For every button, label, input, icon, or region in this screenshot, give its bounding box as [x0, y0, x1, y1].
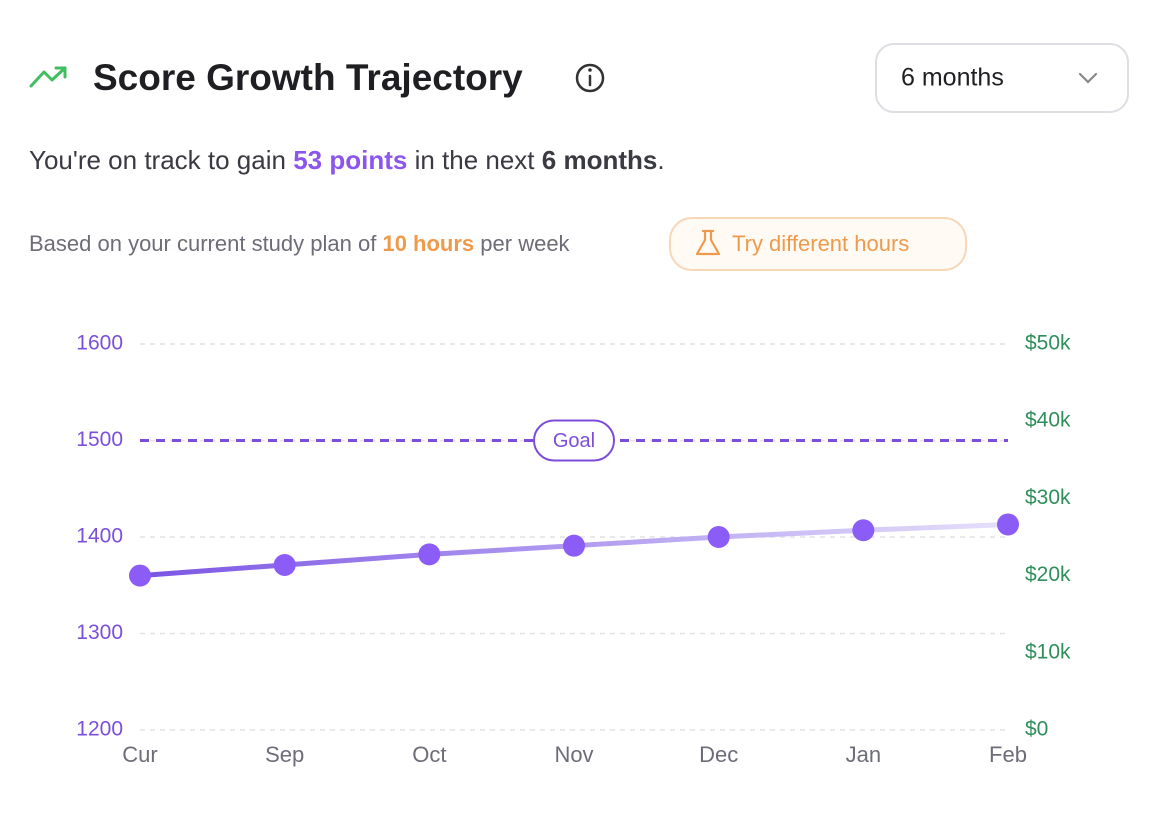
score-point: [129, 564, 151, 587]
y2-tick-label: $20k: [1025, 563, 1071, 586]
x-tick-label: Cur: [122, 742, 157, 767]
trend-icon-arrow: [54, 66, 67, 79]
x-tick-label: Sep: [265, 742, 304, 767]
summary-suffix: .: [657, 145, 664, 175]
y2-tick-label: $10k: [1025, 640, 1071, 663]
x-tick-label: Jan: [846, 742, 881, 767]
summary-middle: in the next: [415, 145, 536, 175]
button-label: Try different hours: [732, 231, 909, 256]
plan-hours: 10 hours: [382, 231, 474, 256]
x-tick-label: Dec: [699, 742, 738, 767]
goal-badge: [533, 419, 615, 462]
period-dropdown[interactable]: 6 months: [875, 43, 1129, 113]
goal-label: Goal: [553, 430, 595, 452]
plan: Based on your current study plan of 10 h…: [29, 231, 571, 256]
score-point: [273, 553, 296, 576]
plan-suffix: per week: [480, 231, 570, 256]
summary-points: 53 points: [293, 145, 407, 175]
y-tick-label: 1400: [76, 525, 123, 548]
y-tick-label: 1500: [76, 428, 123, 451]
y-tick-label: 1300: [76, 621, 123, 644]
y-tick-label: 1200: [76, 718, 123, 741]
info-icon[interactable]: [575, 63, 605, 93]
try-hours-button[interactable]: Try different hours: [669, 217, 967, 271]
y2-tick-label: $40k: [1025, 409, 1071, 432]
summary-period: 6 months: [542, 145, 658, 175]
x-tick-label: Oct: [412, 742, 446, 767]
y2-tick-label: $50k: [1025, 332, 1071, 355]
dropdown-value: 6 months: [901, 64, 1004, 92]
y2-tick-label: $0: [1025, 718, 1048, 741]
plan-prefix: Based on your current study plan of: [29, 231, 377, 256]
title: Score Growth Trajectory: [93, 57, 523, 98]
trend-icon: [29, 66, 67, 88]
y2-tick-label: $30k: [1025, 486, 1071, 509]
x-tick-label: Feb: [989, 742, 1027, 767]
score-point: [563, 534, 585, 557]
y-tick-label: 1600: [76, 332, 123, 355]
score-point: [852, 519, 875, 542]
summary: You're on track to gain 53 points in the…: [29, 145, 665, 175]
summary-prefix: You're on track to gain: [29, 145, 286, 175]
score-point: [418, 543, 441, 566]
score-point: [997, 513, 1019, 536]
score-point: [707, 526, 730, 548]
x-tick-label: Nov: [554, 742, 593, 767]
